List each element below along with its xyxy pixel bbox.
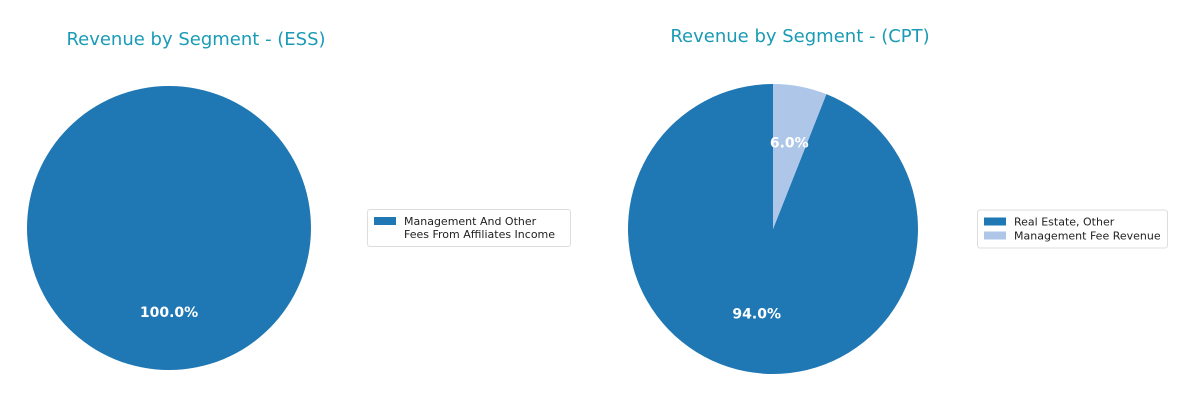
legend-entry: Management Fee Revenue [984,230,1161,243]
chart-title: Revenue by Segment - (CPT) [670,26,929,47]
legend-label: Management Fee Revenue [1014,229,1161,243]
legend: Management And Other Fees From Affiliate… [367,209,571,247]
slice-label: 100.0% [140,305,198,321]
pie-slice [773,84,827,229]
legend-label: Real Estate, Other [1014,215,1115,229]
slice-label: 6.0% [770,136,809,152]
legend-swatch [984,217,1006,226]
legend-entry: Real Estate, Other [984,216,1161,229]
slice-label: 94.0% [732,306,781,322]
legend-label: Management And Other Fees From Affiliate… [404,215,556,241]
legend: Real Estate, Other Management Fee Revenue [977,209,1168,249]
legend-swatch [984,231,1006,240]
chart-title: Revenue by Segment - (ESS) [66,29,325,50]
legend-entry: Management And Other Fees From Affiliate… [374,215,564,241]
pie-slice [27,86,311,370]
legend-swatch [374,217,396,225]
